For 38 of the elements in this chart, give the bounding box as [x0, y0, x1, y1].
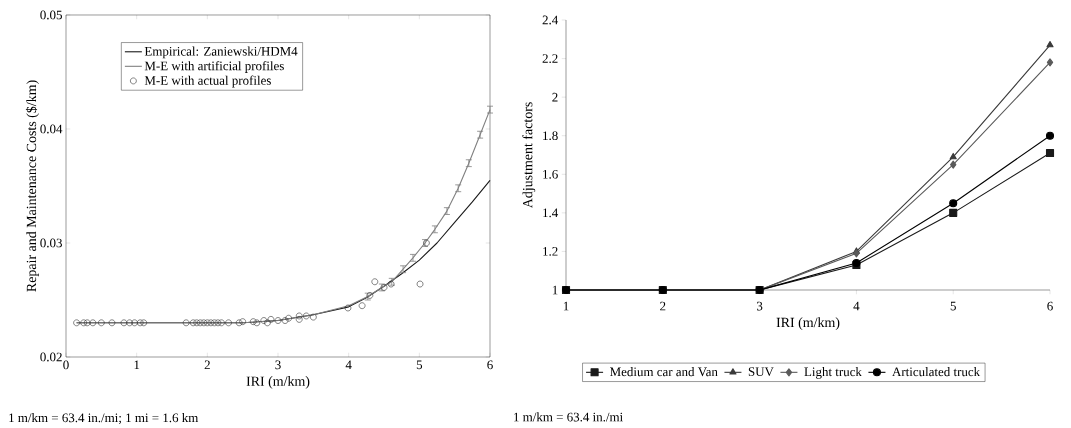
y-tick-label: 1.6 [543, 169, 558, 179]
y-tick-label: 1.2 [543, 247, 558, 256]
y-axis-title: Adjustment factors [522, 102, 536, 209]
x-axis-title: IRI (m/km) [776, 317, 840, 330]
y-tick-label: 1 [552, 285, 558, 295]
y-tick-label: 0.02 [40, 352, 62, 362]
y-tick-label: 2.4 [542, 15, 559, 25]
x-axis-title: IRI (m/km) [246, 376, 310, 389]
legend-label: M-E with artificial profiles [144, 61, 284, 73]
text: 1 m/km = 63.4 in./mi [514, 412, 623, 422]
x-tick-label: 0 [63, 360, 69, 370]
y-tick-label: 1.4 [543, 208, 559, 218]
y-tick-label: 0.05 [40, 10, 62, 20]
x-tick-label: 6 [1047, 301, 1053, 311]
legend-label: Medium car and Van [610, 367, 718, 377]
x-tick-label: 1 [134, 360, 140, 370]
y-tick-label: 1.8 [543, 131, 558, 141]
legend-label: Articulated truck [892, 367, 981, 377]
x-tick-label: 3 [275, 360, 281, 370]
x-tick-label: 4 [345, 360, 352, 370]
x-tick-label: 1 [563, 301, 569, 311]
x-tick-label: 5 [416, 360, 423, 370]
y-tick-label: 2.2 [542, 54, 558, 63]
x-tick-label: 2 [660, 301, 666, 311]
y-tick-label: 0.03 [40, 238, 62, 248]
text: 1 m/km = 63.4 in./mi; 1 mi = 1.6 km [9, 413, 199, 425]
x-tick-label: 6 [487, 360, 493, 370]
x-tick-label: 5 [950, 301, 956, 311]
legend-label: SUV [748, 367, 774, 377]
legend-label: M-E with actual profiles [144, 75, 271, 88]
x-tick-label: 2 [204, 360, 210, 370]
y-axis-title: Repair and Maintenance Costs ($/km) [25, 80, 39, 292]
legend-label: Light truck [804, 367, 862, 379]
x-tick-label: 4 [853, 301, 860, 311]
x-tick-label: 3 [757, 301, 763, 311]
y-tick-label: 0.04 [40, 124, 63, 134]
y-tick-label: 2 [552, 92, 558, 102]
legend-label: Empirical: Zaniewski/HDM4 [144, 46, 298, 59]
